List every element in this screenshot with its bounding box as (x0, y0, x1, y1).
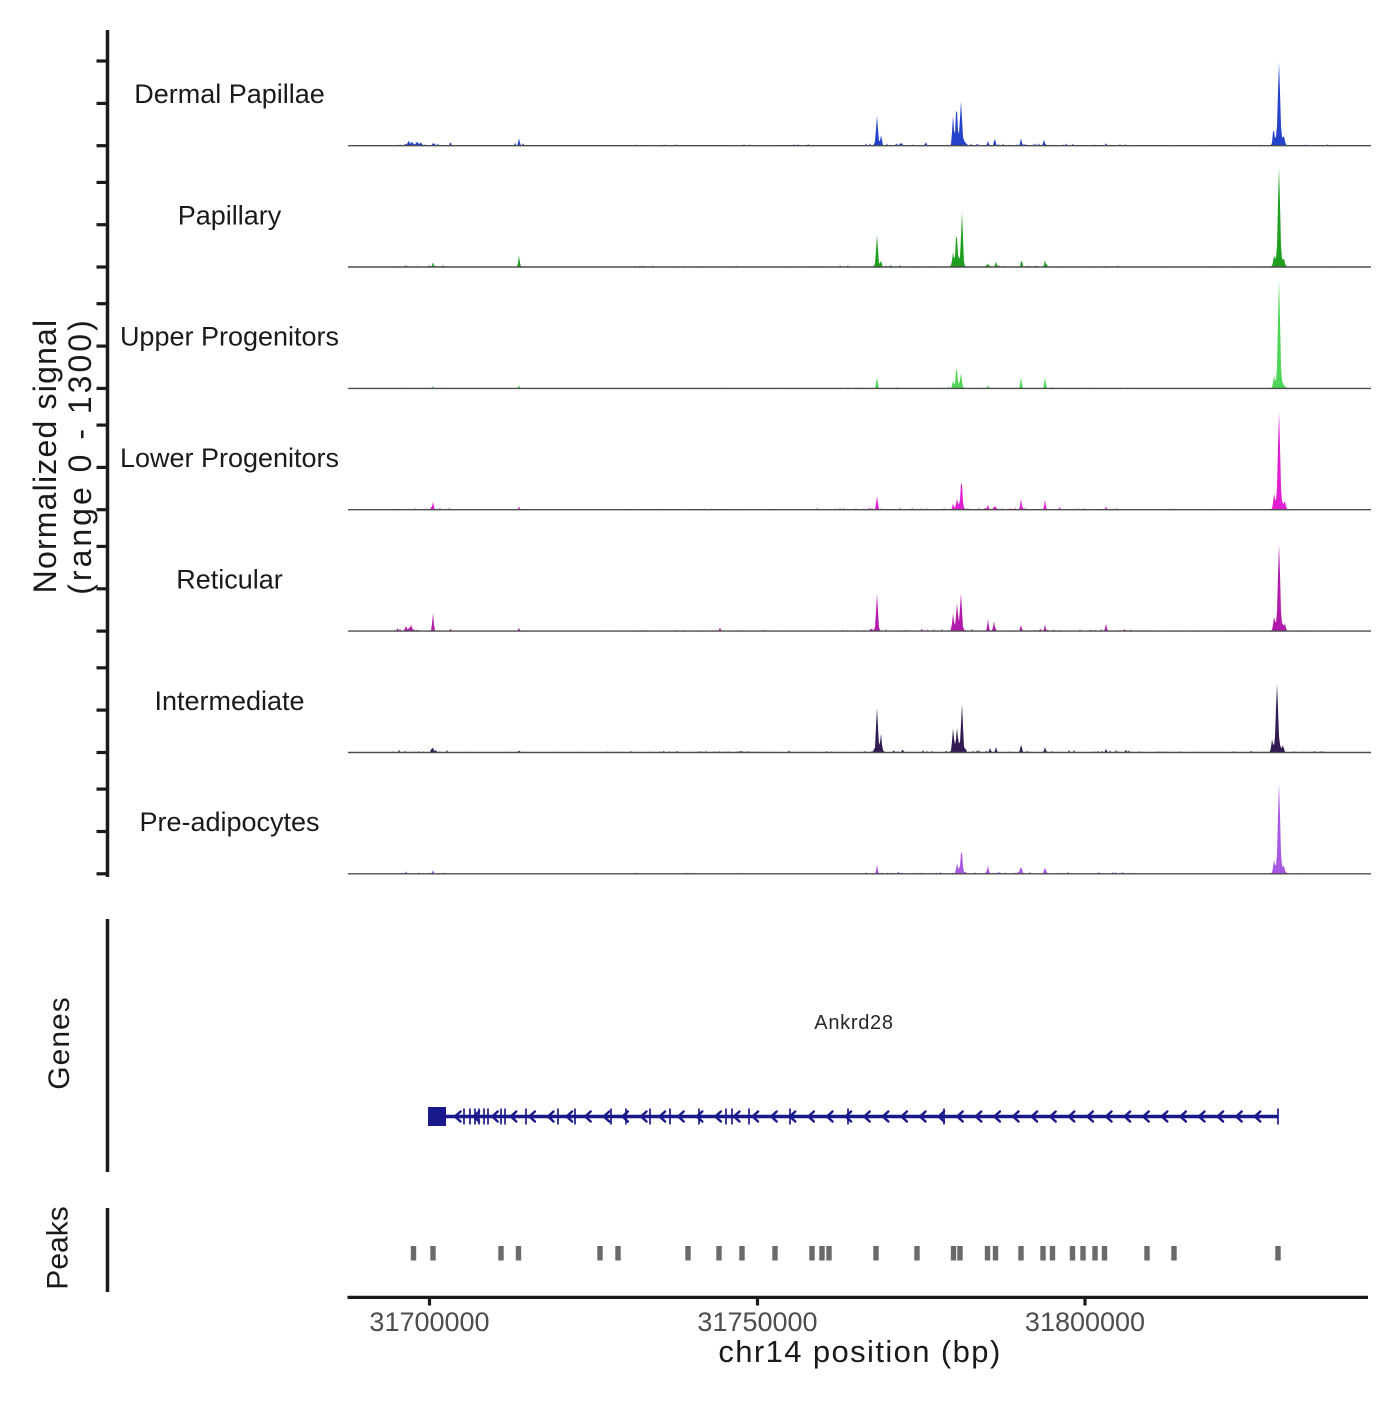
svg-text:Intermediate: Intermediate (154, 686, 304, 716)
svg-text:31750000: 31750000 (697, 1307, 817, 1337)
svg-text:Normalized signal: Normalized signal (27, 319, 63, 594)
svg-text:Ankrd28: Ankrd28 (814, 1012, 893, 1034)
svg-text:Genes: Genes (43, 996, 76, 1089)
svg-text:Pre-adipocytes: Pre-adipocytes (139, 807, 319, 837)
svg-text:Upper Progenitors: Upper Progenitors (120, 322, 339, 352)
svg-text:Peaks: Peaks (42, 1206, 75, 1289)
svg-text:Papillary: Papillary (178, 200, 282, 230)
svg-text:chr14 position (bp): chr14 position (bp) (718, 1334, 1001, 1369)
svg-text:31800000: 31800000 (1025, 1307, 1145, 1337)
svg-text:Lower Progenitors: Lower Progenitors (120, 443, 339, 473)
svg-text:Dermal Papillae: Dermal Papillae (134, 79, 325, 109)
svg-text:Reticular: Reticular (176, 564, 283, 594)
svg-text:(range 0 - 1300): (range 0 - 1300) (62, 317, 98, 594)
svg-text:31700000: 31700000 (369, 1307, 489, 1337)
